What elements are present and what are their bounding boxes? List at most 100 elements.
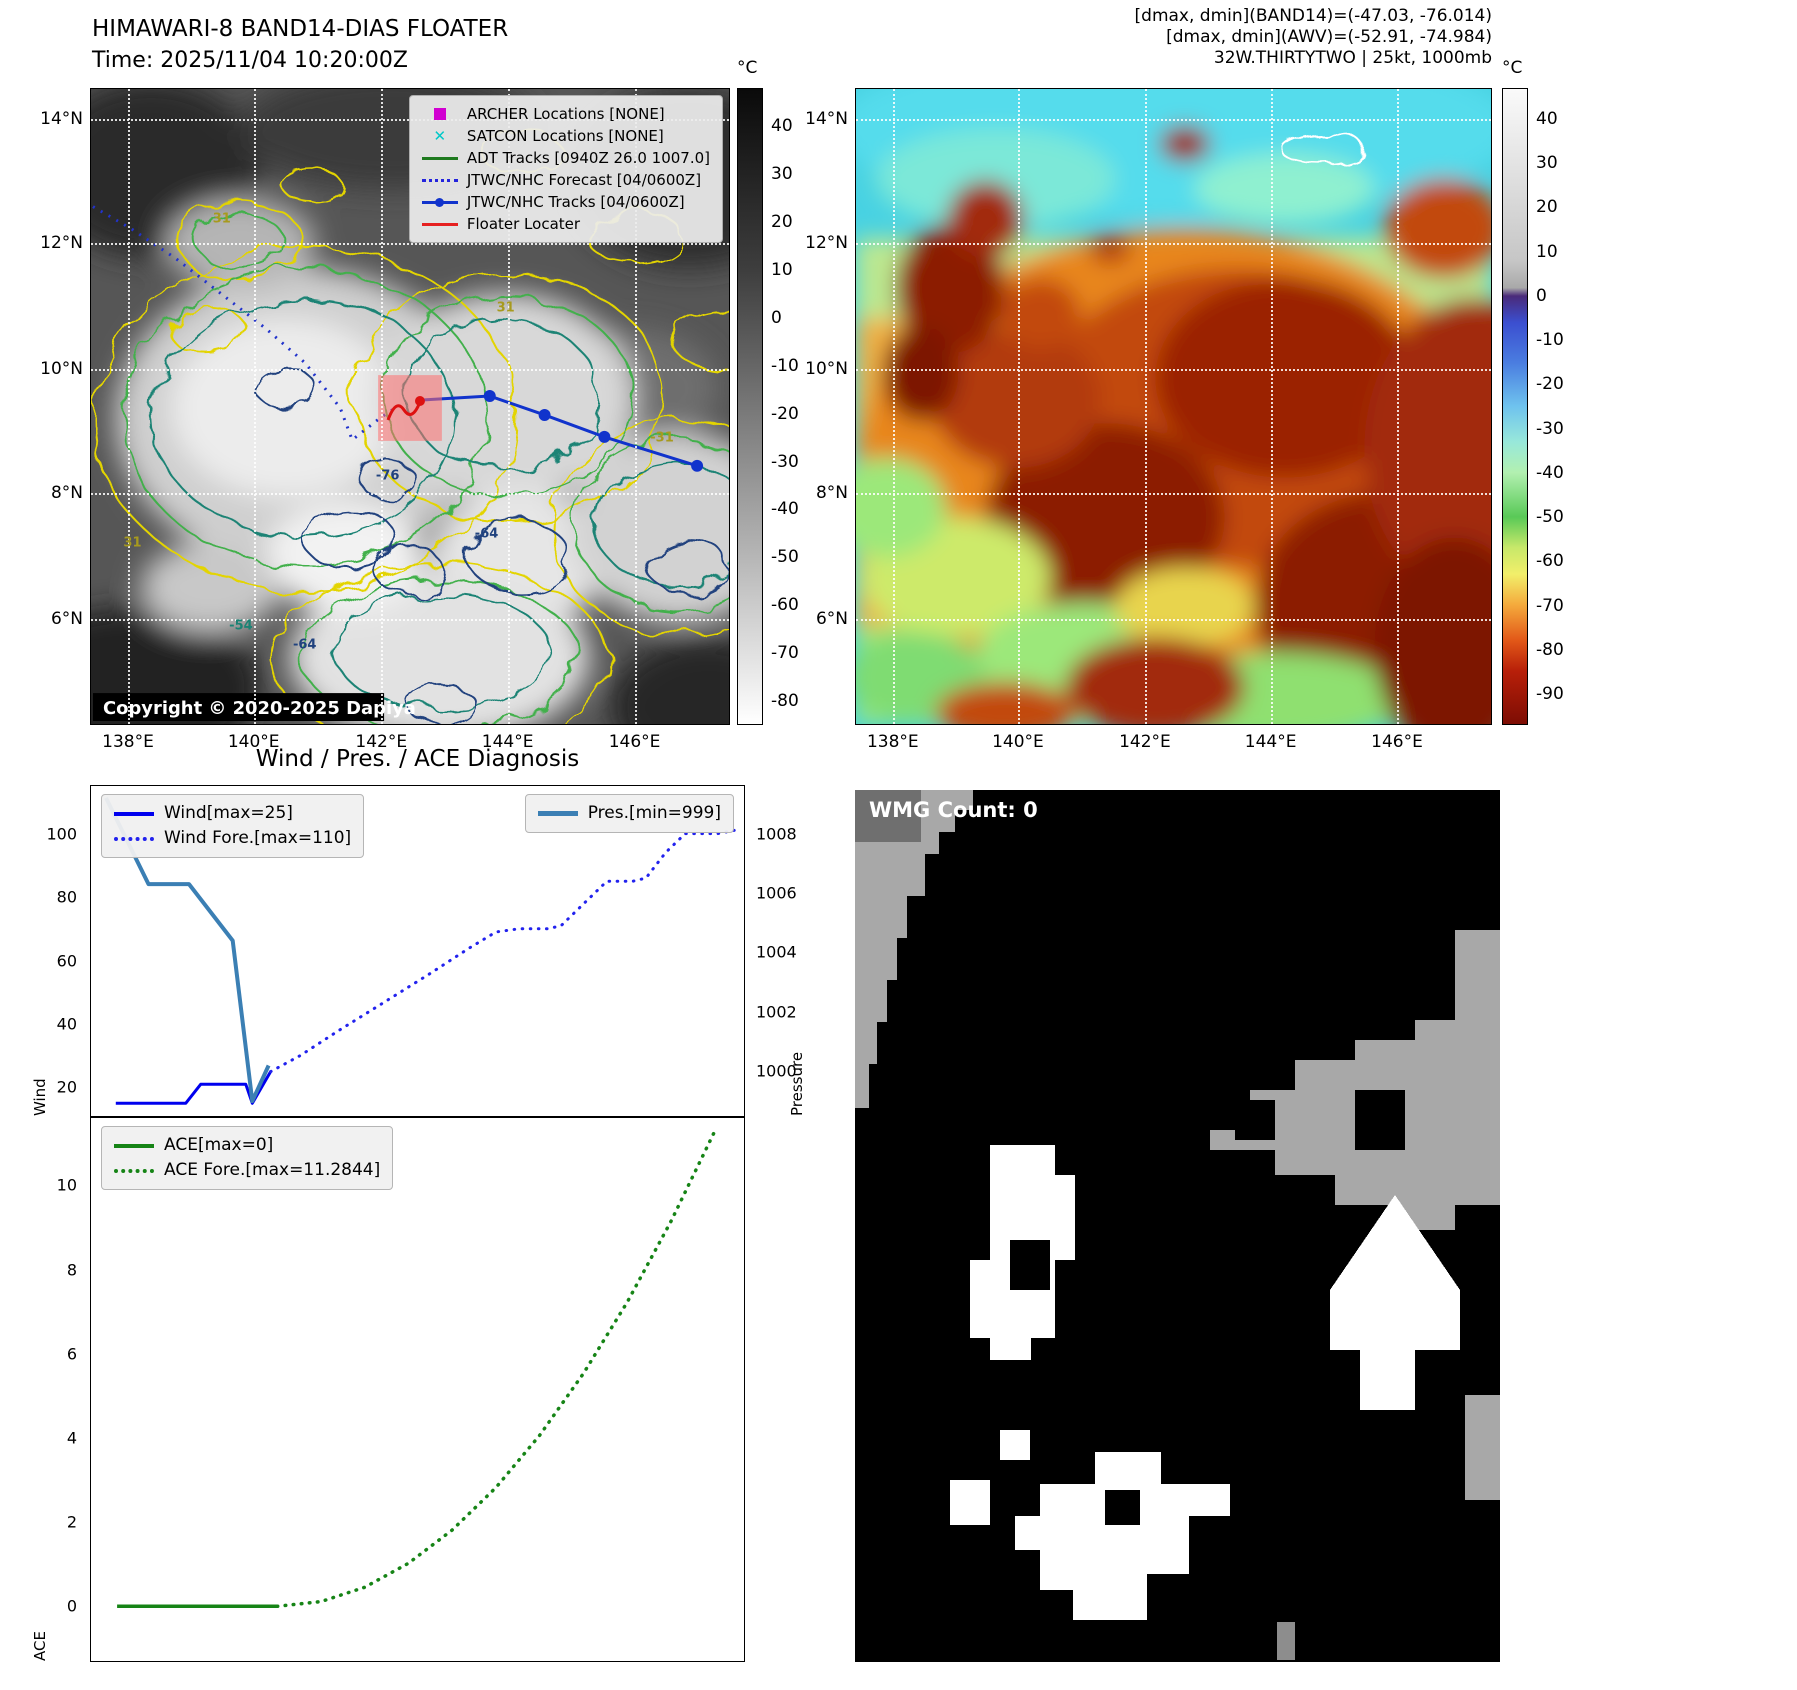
storm-id-intensity: 32W.THIRTYTWO | 25kt, 1000mb: [1213, 48, 1492, 68]
lat-tick-label: 14°N: [40, 108, 83, 129]
legend-label: Floater Locater: [466, 215, 581, 233]
colorbar-tick-label: -20: [771, 403, 799, 424]
ace-canvas: [117, 1129, 717, 1609]
colorbar-tick-label: 10: [771, 260, 793, 280]
wind-legend: Wind[max=25] Wind Fore.[max=110]: [101, 794, 365, 858]
colorbar-tick-label: -10: [1536, 330, 1564, 351]
y-axis-tick-label: 100: [46, 824, 77, 844]
lat-tick-label: 14°N: [805, 108, 848, 129]
colorbar-gradient: [737, 88, 763, 725]
awv-imagery: [856, 89, 1491, 724]
y-axis-tick-label: 60: [56, 951, 77, 971]
y2-axis-tick-label: 1002: [756, 1002, 797, 1022]
colorbar-tick-label: -20: [1536, 374, 1564, 395]
legend-item-archer: ARCHER Locations [NONE]: [422, 103, 710, 125]
lon-tick-label: 142°E: [355, 732, 408, 752]
lon-tick-label: 142°E: [1119, 732, 1171, 752]
lat-tick-label: 6°N: [815, 609, 848, 630]
colorbar-tick-label: 20: [1536, 197, 1558, 218]
lat-tick-label: 8°N: [815, 483, 848, 504]
ace-axis-ticks: 0 2 4 6 8 10: [29, 1118, 83, 1661]
wind-pressure-chart: 20 40 60 80 100 1000 1002 1004 1006 1008 Wind Pr…: [31, 785, 806, 1117]
contour-label: 31: [496, 300, 515, 316]
series-wind-forecast: [269, 828, 736, 1074]
legend-item-floater: Floater Locater: [421, 213, 710, 235]
y2-axis-tick-label: 1008: [756, 824, 797, 844]
legend-label: ACE[max=0]: [164, 1135, 274, 1155]
archer-marker-icon: [422, 108, 458, 120]
contour-label: -76: [375, 468, 400, 484]
colorbar-tick-label: -70: [771, 643, 799, 664]
copyright-strip: [92, 693, 385, 722]
track-line-icon: [421, 197, 458, 207]
colorbar-tick-label: 0: [771, 307, 782, 328]
dmax-dmin-awv: [dmax, dmin](AWV)=(-52.91, -74.984): [1166, 27, 1492, 47]
panel1-title: HIMAWARI-8 BAND14-DIAS FLOATER: [92, 16, 509, 42]
lat-tick-label: 8°N: [50, 483, 83, 504]
legend-label: Pres.[min=999]: [587, 803, 721, 823]
lon-tick-label: 146°E: [1371, 732, 1423, 752]
colorbar-tick-labels: 40 30 20 10 0 -10 -20 -30 -40 -50 -60 -70 -80 -90: [1536, 88, 1590, 725]
contour-label: 31: [212, 211, 231, 227]
pressure-legend: Pres.[min=999]: [524, 794, 734, 833]
coldest-contours: [254, 367, 729, 724]
forecast-line-icon: [421, 178, 458, 182]
colorbar-tick-label: -80: [1536, 639, 1564, 660]
colorbar-tick-label: 40: [771, 116, 793, 137]
colorbar-unit: °C: [1502, 58, 1523, 78]
legend-label: JTWC/NHC Tracks [04/0600Z]: [466, 193, 685, 211]
wind-pressure-canvas: [104, 797, 736, 1105]
lon-tick-label: 138°E: [102, 732, 154, 752]
pressure-line-icon: [537, 811, 578, 816]
colorbar-tick-label: -50: [771, 547, 799, 568]
jtwc-track-points: [483, 390, 704, 472]
colorbar-tick-label: 30: [771, 164, 793, 185]
lon-tick-label: 146°E: [608, 732, 661, 752]
wmg-mask-imagery: [855, 790, 1500, 1662]
lat-tick-label: 12°N: [40, 233, 83, 254]
charts-title: Wind / Pres. / ACE Diagnosis: [255, 746, 580, 772]
legend-item-ace-forecast: ACE Fore.[max=11.2844]: [114, 1158, 380, 1183]
y2-axis-tick-label: 1006: [756, 883, 797, 903]
pressure-axis-label: Pressure: [788, 1051, 806, 1116]
y-axis-tick-label: 4: [66, 1428, 77, 1448]
legend-item-pressure: Pres.[min=999]: [537, 801, 721, 826]
legend-item-wind-forecast: Wind Fore.[max=110]: [114, 826, 351, 851]
floater-center-dot: [414, 396, 425, 407]
colorbar-gradient: [1502, 88, 1528, 725]
lat-tick-label: 12°N: [805, 233, 848, 254]
legend-item-satcon: SATCON Locations [NONE]: [422, 125, 710, 147]
contour-label: -64: [292, 637, 317, 653]
legend-item-adt: ADT Tracks [0940Z 26.0 1007.0]: [421, 147, 710, 169]
lat-tick-label: 10°N: [40, 359, 83, 380]
series-pressure-observed: [104, 797, 271, 1104]
band14-colorbar: °C 40 30 20 10 0 -10 -20 -30 -40 -50 -60 -70 -80: [737, 58, 799, 725]
awv-colorbar: °C 40 30 20 10 0 -10 -20 -30 -40 -50 -60 -70 -80 -90: [1502, 58, 1564, 725]
legend-label: ARCHER Locations [NONE]: [466, 105, 665, 123]
wmg-count-label: WMG Count: 0: [869, 798, 1038, 822]
copyright-text: Copyright © 2020-2025 Dapiya: [103, 698, 416, 719]
wind-axis-label: Wind: [31, 1078, 49, 1116]
legend-item-forecast: JTWC/NHC Forecast [04/0600Z]: [421, 169, 710, 191]
adt-line-icon: [421, 156, 458, 160]
contour-label: -31: [650, 430, 674, 446]
colorbar-tick-label: -70: [1536, 595, 1564, 616]
y-axis-tick-label: 10: [56, 1175, 77, 1195]
colorbar-tick-label: -50: [1536, 507, 1564, 528]
panel2-header: [dmax, dmin](BAND14)=(-47.03, -76.014) […: [855, 6, 1492, 69]
wind-forecast-line-icon: [114, 836, 154, 841]
ace-forecast-line-icon: [114, 1168, 154, 1173]
legend-label: Wind[max=25]: [164, 803, 293, 823]
dmax-dmin-band14: [dmax, dmin](BAND14)=(-47.03, -76.014): [1134, 6, 1492, 26]
wind-line-icon: [114, 811, 154, 816]
floater-locator-line: [386, 401, 422, 421]
y-axis-tick-label: 6: [66, 1344, 77, 1364]
lon-tick-label: 140°E: [992, 732, 1044, 752]
lon-tick-label: 144°E: [1244, 732, 1297, 752]
map1-legend: ARCHER Locations [NONE] SATCON Locations…: [408, 95, 723, 243]
wind-axis-ticks: 20 40 60 80 100: [29, 786, 83, 1116]
lat-tick-label: 10°N: [805, 359, 848, 380]
lat-tick-label: 6°N: [50, 609, 83, 630]
awv-map: 14°N 12°N 10°N 8°N 6°N 138°E 140°E 142°E 144°E 14…: [805, 88, 1492, 752]
